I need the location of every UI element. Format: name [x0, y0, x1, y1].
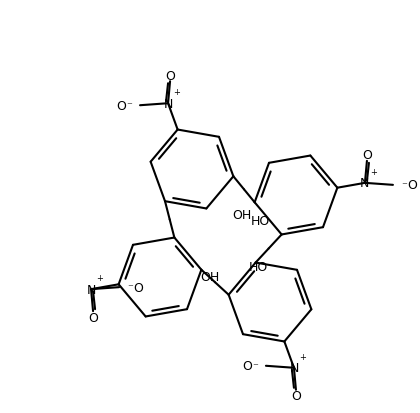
Text: ⁻: ⁻ [401, 180, 407, 190]
Text: O: O [165, 69, 175, 83]
Text: N: N [289, 361, 299, 374]
Text: HO: HO [249, 261, 268, 274]
Text: OH: OH [200, 271, 219, 284]
Text: O: O [133, 281, 143, 294]
Text: +: + [370, 167, 377, 176]
Text: N: N [163, 97, 173, 110]
Text: N: N [360, 177, 370, 190]
Text: OH: OH [232, 209, 251, 222]
Text: O: O [362, 149, 372, 162]
Text: O: O [291, 389, 301, 402]
Text: +: + [299, 352, 306, 361]
Text: O: O [407, 179, 417, 192]
Text: O: O [242, 359, 252, 373]
Text: ⁻: ⁻ [126, 101, 132, 111]
Text: O: O [88, 311, 98, 324]
Text: HO: HO [251, 215, 270, 228]
Text: ⁻: ⁻ [127, 282, 133, 292]
Text: +: + [173, 88, 180, 97]
Text: ⁻: ⁻ [252, 361, 258, 371]
Text: N: N [87, 283, 96, 296]
Text: +: + [96, 273, 103, 282]
Text: O: O [116, 100, 126, 112]
